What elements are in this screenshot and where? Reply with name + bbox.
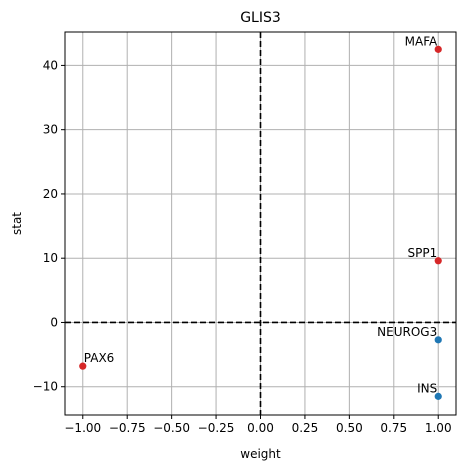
x-axis-ticks: −1.00 −0.75 −0.50 −0.25 0.00 0.25 0.50 0.75 1.00 (64, 415, 452, 435)
data-point (79, 362, 87, 370)
x-tick-label: −0.75 (109, 421, 146, 435)
point-label: NEUROG3 (377, 325, 437, 339)
data-point (434, 257, 442, 265)
y-tick-label: 30 (43, 123, 58, 137)
x-tick-label: 0.00 (247, 421, 274, 435)
point-label: PAX6 (84, 351, 115, 365)
data-point (434, 336, 442, 344)
x-tick-label: −0.25 (198, 421, 235, 435)
data-point (434, 392, 442, 400)
x-tick-label: 1.00 (425, 421, 452, 435)
point-label: SPP1 (407, 246, 437, 260)
x-tick-label: −1.00 (64, 421, 101, 435)
y-axis-ticks: −10 0 10 20 30 40 (33, 58, 65, 394)
x-tick-label: 0.50 (336, 421, 363, 435)
chart-title: GLIS3 (240, 10, 281, 26)
point-label: MAFA (405, 34, 438, 48)
y-axis-label: stat (10, 212, 24, 235)
y-tick-label: 20 (43, 187, 58, 201)
point-label: INS (417, 381, 437, 395)
y-tick-label: 10 (43, 251, 58, 265)
y-tick-label: −10 (33, 380, 58, 394)
y-tick-label: 0 (50, 315, 58, 329)
y-tick-label: 40 (43, 58, 58, 72)
reference-lines (65, 32, 456, 415)
x-tick-label: −0.50 (153, 421, 190, 435)
data-points: MAFA SPP1 NEUROG3 INS PAX6 (79, 34, 442, 400)
x-axis-label: weight (240, 447, 281, 461)
x-tick-label: 0.75 (380, 421, 407, 435)
data-point (434, 45, 442, 53)
x-tick-label: 0.25 (292, 421, 319, 435)
